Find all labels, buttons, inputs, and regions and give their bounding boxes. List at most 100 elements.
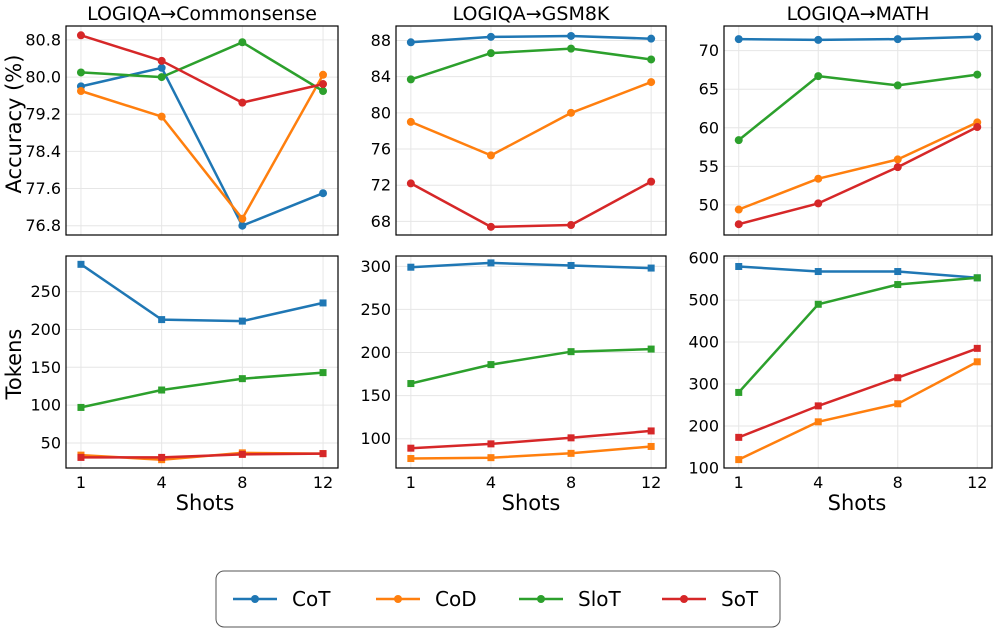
point-slot: [894, 281, 902, 289]
y-tick-label: 500: [688, 291, 719, 310]
y-tick-label: 200: [360, 343, 391, 362]
y-tick-label: 76.8: [25, 216, 61, 235]
point-cot: [567, 31, 576, 40]
y-tick-label: 100: [30, 396, 61, 415]
y-tick-label: 50: [41, 434, 61, 453]
series-line-cod: [410, 80, 652, 157]
panel-4: 50 100 150 200 250 1 4 8 12: [30, 255, 339, 492]
point-cod: [735, 456, 743, 464]
point-sot: [814, 199, 823, 208]
y-tick-label: 200: [688, 417, 719, 436]
point-cot: [238, 221, 247, 230]
point-sot: [734, 220, 743, 229]
series-line-sot: [81, 452, 324, 459]
point-sot: [157, 56, 166, 65]
legend-marker-slot: [537, 595, 545, 603]
point-slot: [77, 403, 85, 411]
x-axis-label-right: Shots: [828, 491, 887, 515]
series-line-cot: [80, 66, 324, 227]
point-cod: [567, 108, 576, 117]
point-cod: [894, 400, 902, 408]
point-sot: [76, 31, 85, 40]
point-cot: [814, 35, 823, 44]
axes-frame: [65, 25, 339, 236]
x-tick-label: 8: [237, 473, 247, 492]
y-tick-label: 84: [371, 67, 391, 86]
point-sot: [406, 179, 415, 188]
series-line-cod: [738, 121, 978, 211]
series-line-cot: [738, 265, 978, 280]
point-sot: [567, 434, 575, 442]
legend-label-sot: SoT: [721, 587, 759, 611]
point-cot: [734, 35, 743, 44]
y-tick-label: 50: [699, 195, 719, 214]
point-sot: [647, 427, 655, 435]
y-tick-label: 55: [699, 157, 719, 176]
y-tick-label: 79.2: [25, 105, 61, 124]
y-tick-label: 100: [360, 429, 391, 448]
point-slot: [76, 68, 85, 77]
point-slot: [814, 300, 822, 308]
legend-entry-cod: CoD: [376, 587, 477, 611]
x-axis-label-left: Shots: [176, 491, 235, 515]
point-slot: [319, 87, 328, 96]
series-line-cot: [738, 35, 978, 42]
legend-entry-cot: CoT: [233, 587, 331, 611]
point-cod: [814, 418, 822, 426]
axes-frame: [395, 25, 667, 236]
axes-frame: [395, 255, 667, 469]
point-cot: [319, 299, 327, 307]
y-tick-label: 600: [688, 249, 719, 268]
y-tick-label: 250: [360, 300, 391, 319]
series-line-cot: [410, 34, 652, 44]
panel-title: LOGIQA→Commonsense: [87, 3, 317, 25]
legend-label-slot: SloT: [578, 587, 621, 611]
panel-title: LOGIQA→GSM8K: [453, 3, 610, 25]
point-sot: [814, 402, 822, 410]
plot-area: [66, 256, 338, 468]
series-line-slot: [80, 371, 324, 409]
legend: CoT CoD SloT SoT: [215, 570, 781, 628]
point-slot: [406, 75, 415, 84]
x-tick-label: 1: [734, 473, 744, 492]
point-cod: [486, 151, 495, 160]
y-tick-label: 150: [30, 358, 61, 377]
x-tick-label: 4: [157, 473, 167, 492]
point-cot: [487, 259, 495, 267]
point-cot: [735, 262, 743, 270]
series-line-sot: [738, 125, 978, 226]
y-tick-label: 250: [30, 282, 61, 301]
x-tick-label: 8: [566, 473, 576, 492]
point-slot: [487, 361, 495, 369]
point-sot: [894, 374, 902, 382]
point-cod: [238, 214, 247, 223]
point-cod: [734, 205, 743, 214]
point-cod: [814, 174, 823, 183]
x-tick-label: 12: [967, 473, 987, 492]
legend-box: [215, 570, 781, 628]
point-cod: [893, 155, 902, 164]
y-tick-label: 80.0: [25, 68, 61, 87]
y-tick-label: 72: [371, 176, 391, 195]
point-slot: [735, 388, 743, 396]
legend-marker-cot: [251, 595, 259, 603]
point-sot: [973, 123, 982, 132]
point-cod: [406, 117, 415, 126]
y-tick-label: 68: [371, 212, 391, 231]
point-sot: [735, 433, 743, 441]
point-cot: [973, 32, 982, 41]
point-cot: [77, 260, 85, 268]
y-tick-label: 150: [360, 386, 391, 405]
point-cot: [814, 268, 822, 276]
y-tick-label: 65: [699, 80, 719, 99]
x-axis-label-middle: Shots: [502, 491, 561, 515]
series-line-cod: [410, 445, 652, 460]
point-sot: [567, 221, 576, 230]
axes-frame: [723, 25, 993, 236]
point-slot: [486, 49, 495, 58]
point-cot: [894, 268, 902, 276]
series-line-sot: [410, 429, 652, 450]
y-tick-label: 200: [30, 320, 61, 339]
accuracy-y-axis-label: Accuracy (%): [2, 55, 26, 194]
